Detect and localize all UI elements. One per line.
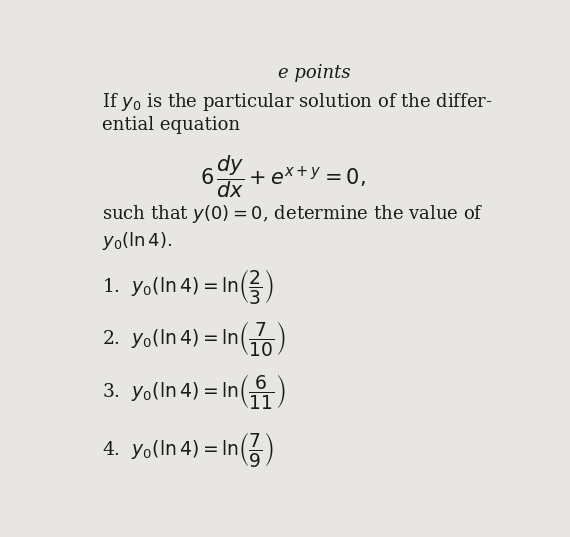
Text: 3.  $y_0(\ln 4) = \ln\!\left(\dfrac{6}{11}\right)$: 3. $y_0(\ln 4) = \ln\!\left(\dfrac{6}{11… bbox=[102, 373, 286, 411]
Text: e points: e points bbox=[278, 64, 351, 83]
Text: $6\,\dfrac{dy}{dx} + e^{x+y} = 0,$: $6\,\dfrac{dy}{dx} + e^{x+y} = 0,$ bbox=[201, 154, 366, 200]
Text: 2.  $y_0(\ln 4) = \ln\!\left(\dfrac{7}{10}\right)$: 2. $y_0(\ln 4) = \ln\!\left(\dfrac{7}{10… bbox=[102, 319, 286, 358]
Text: 4.  $y_0(\ln 4) = \ln\!\left(\dfrac{7}{9}\right)$: 4. $y_0(\ln 4) = \ln\!\left(\dfrac{7}{9}… bbox=[102, 430, 274, 469]
Text: If $y_0$ is the particular solution of the differ-: If $y_0$ is the particular solution of t… bbox=[102, 91, 493, 113]
Text: $y_0(\ln 4)$.: $y_0(\ln 4)$. bbox=[102, 230, 173, 252]
Text: such that $y(0) = 0$, determine the value of: such that $y(0) = 0$, determine the valu… bbox=[102, 203, 484, 225]
Text: 1.  $y_0(\ln 4) = \ln\!\left(\dfrac{2}{3}\right)$: 1. $y_0(\ln 4) = \ln\!\left(\dfrac{2}{3}… bbox=[102, 267, 274, 306]
Text: ential equation: ential equation bbox=[102, 116, 241, 134]
